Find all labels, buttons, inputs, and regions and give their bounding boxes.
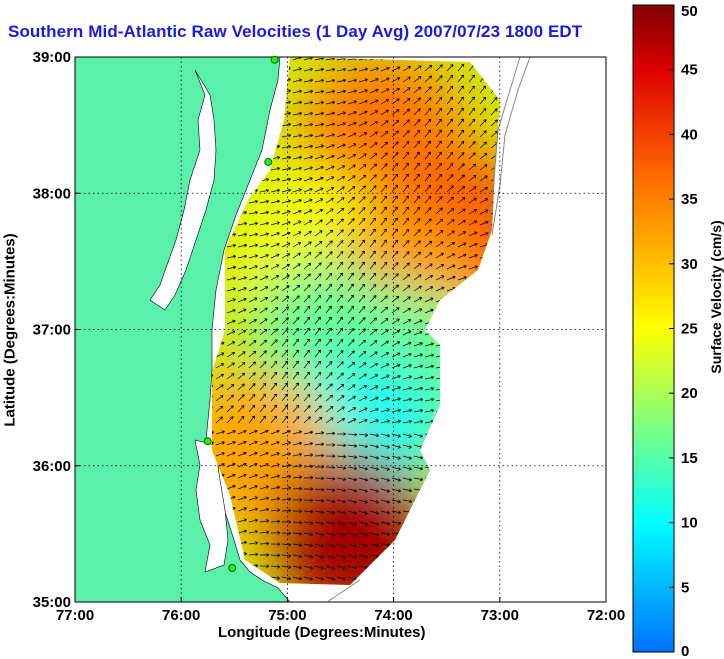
bathymetry-contours	[327, 57, 531, 602]
y-tick-label: 36:00	[33, 458, 71, 475]
colorbar-tick-label: 20	[681, 385, 698, 402]
x-tick-label: 74:00	[374, 607, 412, 624]
colorbar-tick-label: 30	[681, 256, 698, 273]
colorbar-tick-label: 35	[681, 191, 698, 208]
colorbar-tick-label: 10	[681, 515, 698, 532]
x-tick-label: 76:00	[162, 607, 200, 624]
colorbar-tick-label: 50	[681, 3, 698, 20]
x-tick-label: 73:00	[481, 607, 519, 624]
colorbar-tick-label: 5	[681, 579, 689, 596]
sound-water	[194, 439, 229, 573]
x-axis-label: Longitude (Degrees:Minutes)	[218, 624, 426, 641]
colorbar-tick-label: 0	[681, 643, 689, 659]
y-tick-label: 38:00	[33, 185, 71, 202]
x-axis: 77:00 76:00 75:00 74:00 73:00 72:00	[56, 597, 625, 624]
bay-water	[149, 69, 217, 311]
colorbar-tick-label: 45	[681, 62, 698, 79]
y-tick-label: 39:00	[33, 49, 71, 66]
colorbar-tick-label: 40	[681, 126, 698, 143]
grid-lines	[75, 57, 606, 602]
bathymetry-contour	[491, 57, 531, 236]
colorbar-tick-label: 25	[681, 321, 698, 338]
colorbar-tick-label: 15	[681, 450, 698, 467]
station-marker	[228, 563, 237, 572]
y-tick-label: 37:00	[33, 322, 71, 339]
x-tick-label: 75:00	[268, 607, 306, 624]
colorbar	[632, 4, 675, 653]
x-tick-label: 77:00	[56, 607, 94, 624]
station-marker	[270, 55, 279, 64]
land-mass	[75, 57, 291, 602]
y-axis: 35:00 36:00 37:00 38:00 39:00	[33, 49, 80, 611]
bathymetry-contour	[487, 57, 521, 231]
y-tick-label: 35:00	[33, 594, 71, 611]
land-area	[75, 57, 291, 602]
station-marker	[203, 437, 212, 446]
y-axis-label: Latitude (Degrees:Minutes)	[1, 233, 19, 427]
colorbar-label: Surface Velocity (cm/s)	[708, 220, 724, 374]
bathymetry-contour	[327, 579, 361, 602]
colorbar-ticks: 0 5 10 15 20 25 30 35 40 45 50	[669, 3, 698, 659]
chart-title: Southern Mid-Atlantic Raw Velocities (1 …	[8, 22, 583, 41]
x-tick-label: 72:00	[587, 607, 625, 624]
hf-radar-stations	[203, 55, 279, 572]
station-marker	[264, 157, 273, 166]
